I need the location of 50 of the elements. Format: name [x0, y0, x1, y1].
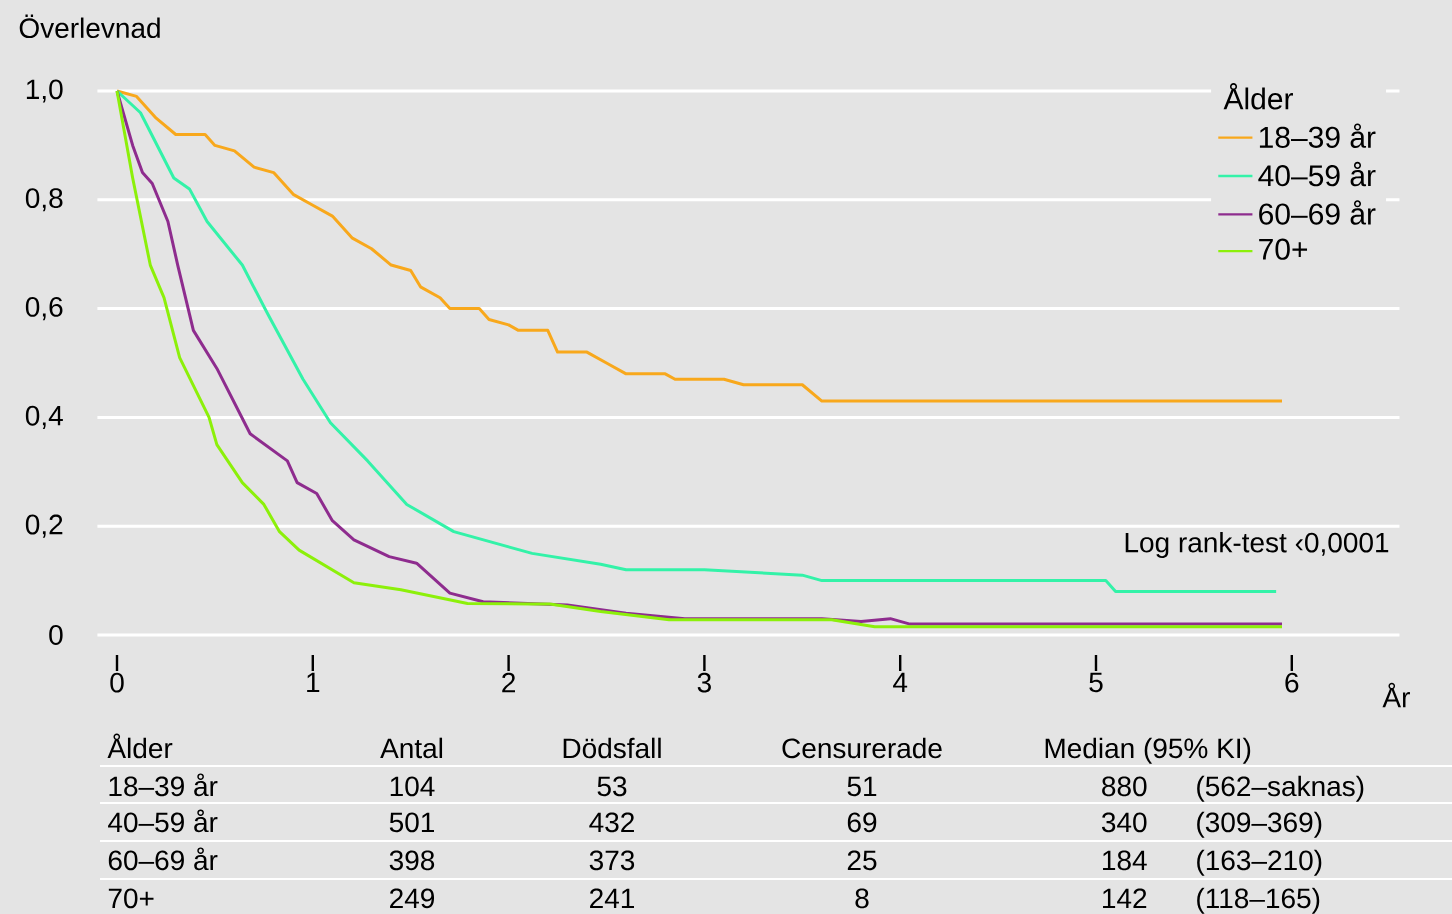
annotation: Log rank-test ‹0,0001 [1125, 531, 1389, 559]
text: 69 [847, 812, 877, 833]
text: 184 [1103, 850, 1147, 871]
x-tick-label: 6 [1285, 672, 1299, 693]
x-tick-label: 5 [1089, 672, 1103, 693]
text: Antal [380, 737, 443, 759]
y-tick-label: 0,2 [25, 514, 63, 538]
text: 51 [847, 776, 877, 797]
text: Ålder [107, 733, 173, 759]
text: 373 [589, 850, 635, 871]
legend-label: 60–69 år [1259, 200, 1376, 225]
text: Censurerade [782, 737, 942, 759]
x-tick-label: 4 [893, 672, 908, 692]
legend-label: 40–59 år [1258, 161, 1376, 187]
text: Median (95% KI) [1045, 737, 1251, 764]
text: 501 [389, 812, 434, 833]
text: 70+ [108, 888, 154, 909]
text: 398 [389, 850, 435, 871]
y-tick-label: 0,8 [25, 188, 63, 212]
y-tick-label: 0,4 [25, 405, 63, 429]
y-tick-label: 1,0 [26, 79, 63, 103]
x-axis-title: År [1382, 682, 1410, 708]
text: (309–369) [1197, 811, 1322, 838]
text: 40–59 år [108, 809, 218, 833]
text: 60–69 år [108, 847, 218, 871]
text: 142 [1103, 888, 1147, 908]
text: 340 [1101, 812, 1147, 833]
y-axis-title: Överlevnad [19, 14, 160, 39]
text: 432 [589, 812, 634, 833]
text: (562–saknas) [1197, 775, 1364, 802]
text: Dödsfall [563, 737, 661, 759]
y-tick-label: 0,6 [25, 297, 63, 321]
text: (163–210) [1197, 849, 1322, 876]
legend-title: Ålder [1223, 83, 1293, 110]
text: 8 [855, 888, 869, 909]
text: 880 [1102, 776, 1147, 797]
text: (118–165) [1197, 887, 1320, 914]
text: 249 [390, 888, 435, 909]
x-tick-label: 3 [697, 672, 711, 693]
legend-label: 18–39 år [1259, 123, 1376, 148]
text: 104 [390, 776, 435, 797]
x-tick-label: 2 [502, 672, 515, 693]
legend-label: 70+ [1259, 238, 1308, 260]
text: 241 [590, 888, 634, 908]
text: 53 [597, 776, 627, 797]
y-tick-label: 0 [49, 625, 63, 645]
x-tick-label: 1 [307, 672, 320, 692]
x-tick-label: 0 [110, 672, 124, 693]
text: 18–39 år [109, 773, 218, 797]
text: 25 [847, 850, 877, 871]
